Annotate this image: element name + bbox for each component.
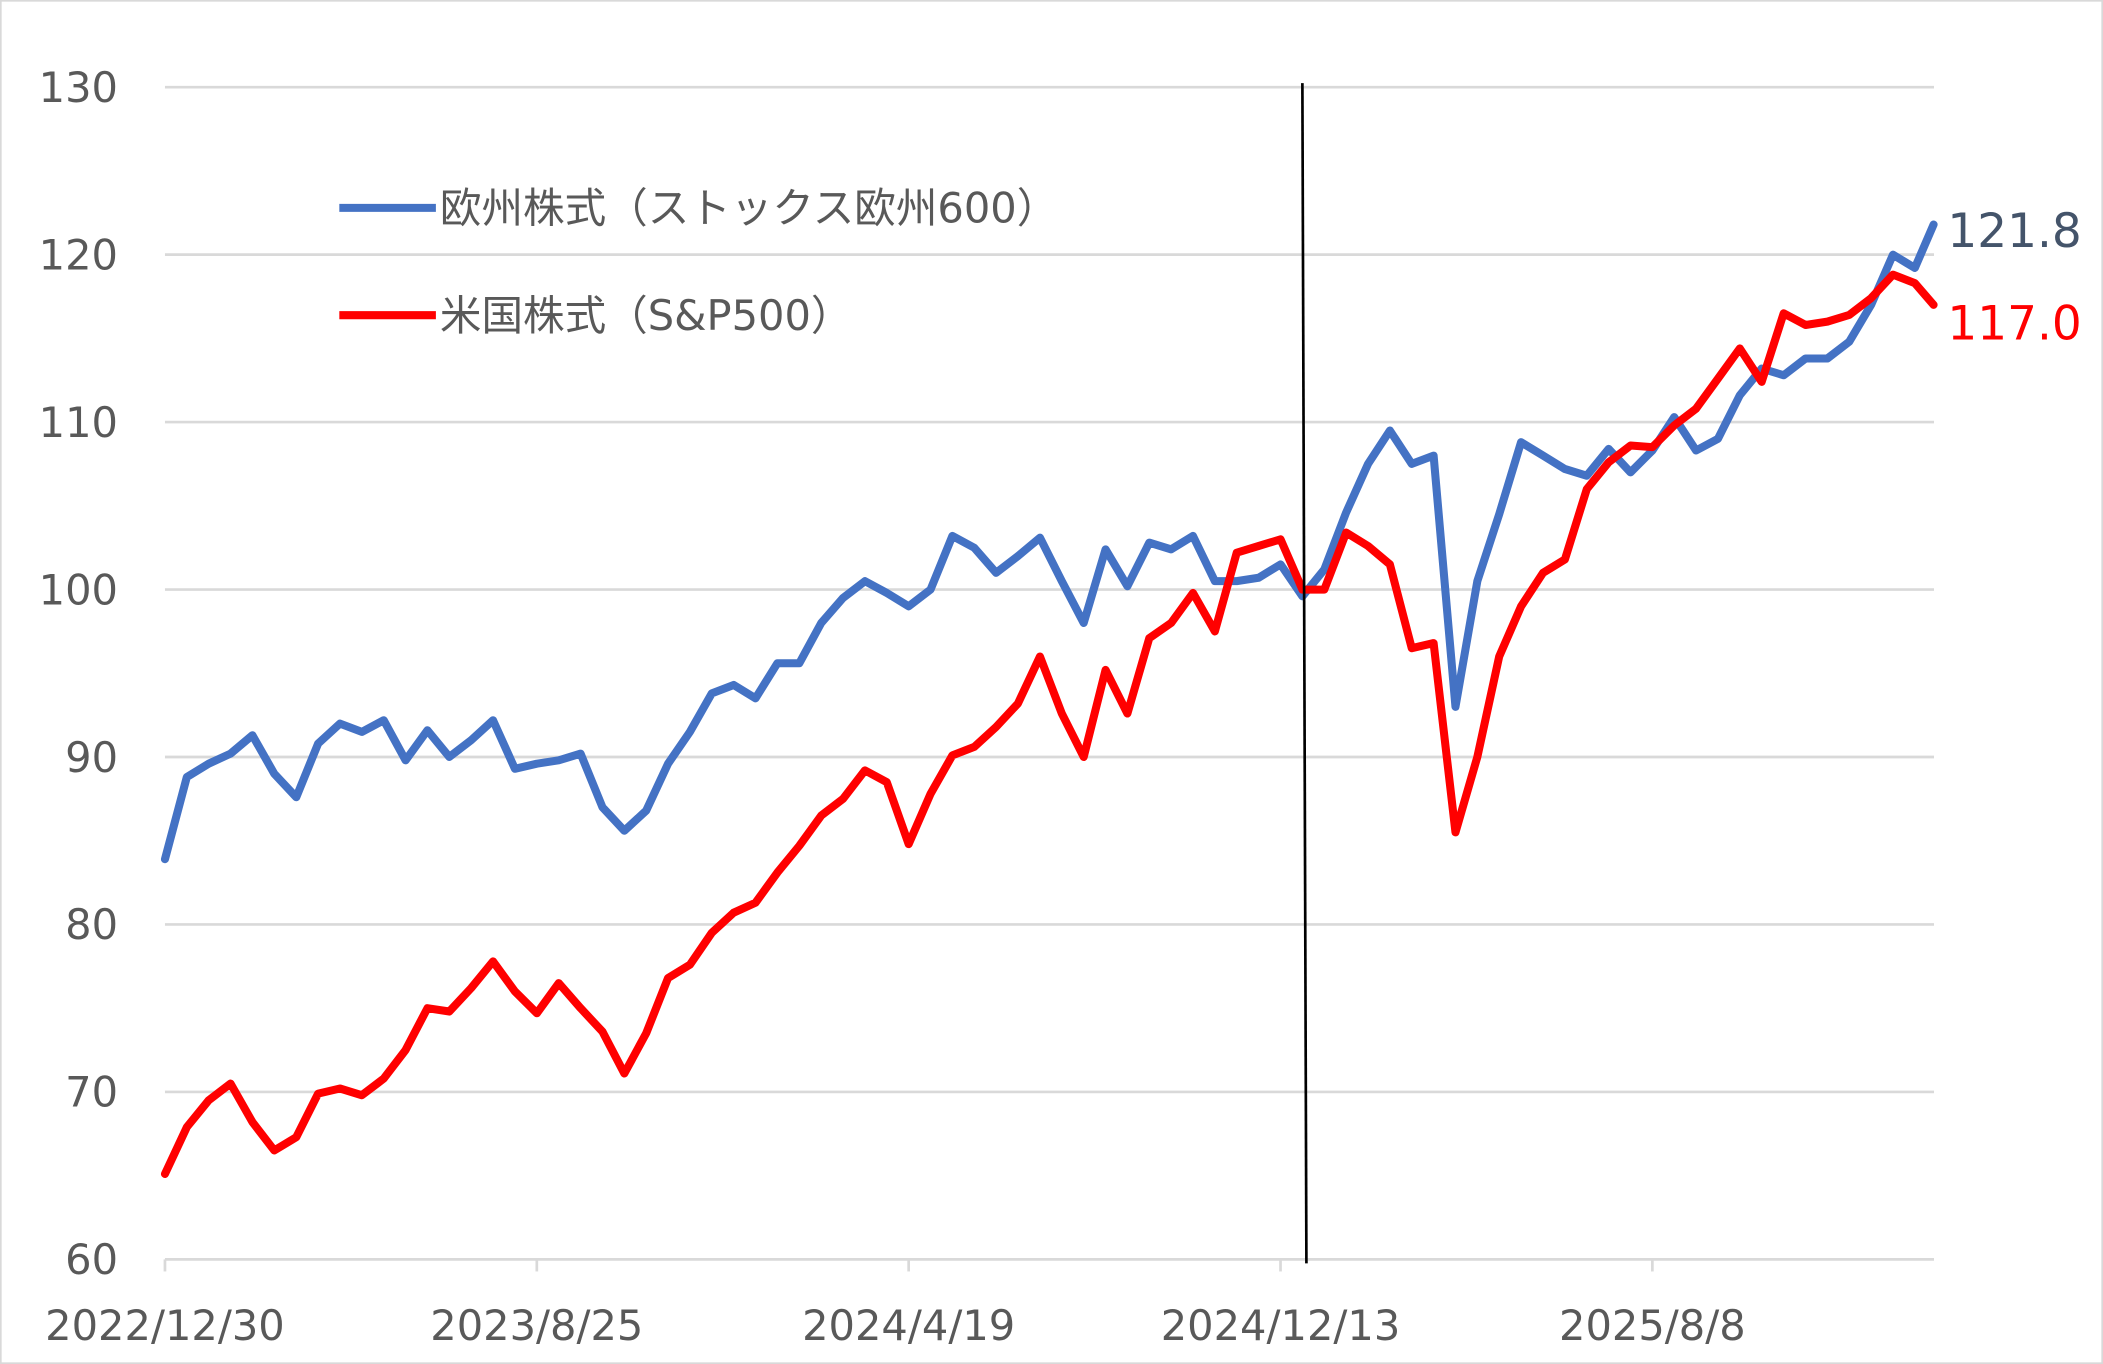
end-label-europe: 121.8 (1947, 204, 2081, 259)
end-label-us: 117.0 (1947, 296, 2081, 351)
y-tick-label: 130 (39, 63, 118, 112)
series-line-europe (160, 220, 1938, 864)
x-tick-label: 2025/8/8 (1559, 1301, 1746, 1350)
series-line-us (160, 270, 1938, 1178)
x-tick-label: 2022/12/30 (45, 1301, 285, 1350)
legend: 欧州株式（ストックス欧州600） 米国株式（S&P500） (339, 184, 1058, 340)
x-tick-label: 2024/4/19 (802, 1301, 1015, 1350)
legend-label-us: 米国株式（S&P500） (440, 291, 853, 340)
y-tick-label: 90 (65, 733, 118, 782)
y-tick-label: 70 (65, 1068, 118, 1117)
x-tick-label: 2024/12/13 (1161, 1301, 1401, 1350)
x-tick-label: 2023/8/25 (430, 1301, 643, 1350)
y-tick-label: 120 (39, 230, 118, 279)
y-tick-label: 60 (65, 1235, 118, 1284)
legend-label-europe: 欧州株式（ストックス欧州600） (440, 184, 1058, 233)
y-tick-label: 80 (65, 900, 118, 949)
y-tick-label: 110 (39, 398, 118, 447)
y-tick-label: 100 (39, 565, 118, 614)
vertical-marker-line (1301, 83, 1308, 1264)
